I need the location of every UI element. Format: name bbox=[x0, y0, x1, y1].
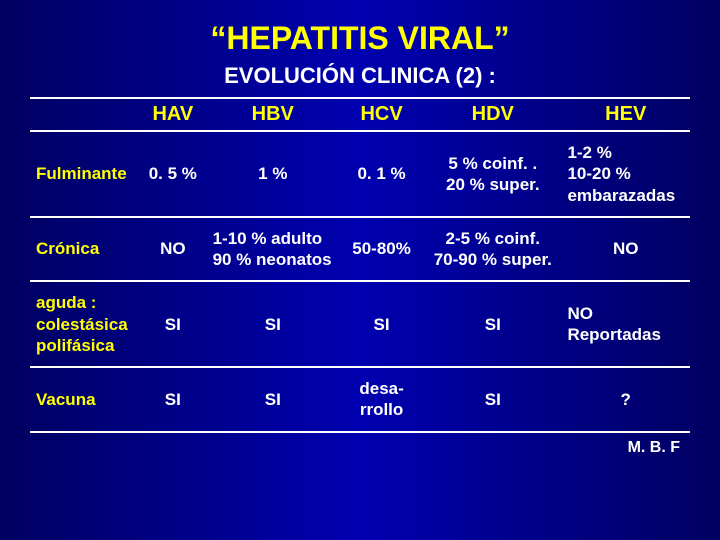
cell: 2-5 % coinf. 70-90 % super. bbox=[424, 217, 561, 282]
cell: SI bbox=[339, 281, 424, 367]
table-row: Fulminante 0. 5 % 1 % 0. 1 % 5 % coinf. … bbox=[30, 131, 690, 217]
cell: SI bbox=[139, 281, 207, 367]
cell: 50-80% bbox=[339, 217, 424, 282]
cell: SI bbox=[207, 281, 339, 367]
col-header-hbv: HBV bbox=[207, 98, 339, 131]
slide-subtitle: EVOLUCIÓN CLINICA (2) : bbox=[30, 63, 690, 89]
table-head: HAV HBV HCV HDV HEV bbox=[30, 98, 690, 131]
footer-credit: M. B. F bbox=[30, 439, 690, 457]
header-row: HAV HBV HCV HDV HEV bbox=[30, 98, 690, 131]
col-header-hdv: HDV bbox=[424, 98, 561, 131]
cell: 1-10 % adulto 90 % neonatos bbox=[207, 217, 339, 282]
col-header-hev: HEV bbox=[561, 98, 690, 131]
table-row: aguda : colestásica polifásica SI SI SI … bbox=[30, 281, 690, 367]
slide-container: “HEPATITIS VIRAL” EVOLUCIÓN CLINICA (2) … bbox=[0, 0, 720, 467]
cell: 1-2 % 10-20 % embarazadas bbox=[561, 131, 690, 217]
cell: SI bbox=[424, 367, 561, 432]
cell: NO Reportadas bbox=[561, 281, 690, 367]
col-header-empty bbox=[30, 98, 139, 131]
row-label: Crónica bbox=[30, 217, 139, 282]
row-label: aguda : colestásica polifásica bbox=[30, 281, 139, 367]
slide-title: “HEPATITIS VIRAL” bbox=[30, 20, 690, 57]
cell: NO bbox=[561, 217, 690, 282]
col-header-hcv: HCV bbox=[339, 98, 424, 131]
cell: 0. 5 % bbox=[139, 131, 207, 217]
cell: NO bbox=[139, 217, 207, 282]
table-row: Crónica NO 1-10 % adulto 90 % neonatos 5… bbox=[30, 217, 690, 282]
row-label: Vacuna bbox=[30, 367, 139, 432]
col-header-hav: HAV bbox=[139, 98, 207, 131]
cell: SI bbox=[207, 367, 339, 432]
clinical-table: HAV HBV HCV HDV HEV Fulminante 0. 5 % 1 … bbox=[30, 97, 690, 433]
cell: 5 % coinf. . 20 % super. bbox=[424, 131, 561, 217]
table-body: Fulminante 0. 5 % 1 % 0. 1 % 5 % coinf. … bbox=[30, 131, 690, 432]
cell: SI bbox=[424, 281, 561, 367]
cell: 0. 1 % bbox=[339, 131, 424, 217]
cell: desa- rrollo bbox=[339, 367, 424, 432]
cell: 1 % bbox=[207, 131, 339, 217]
cell: SI bbox=[139, 367, 207, 432]
row-label: Fulminante bbox=[30, 131, 139, 217]
table-row: Vacuna SI SI desa- rrollo SI ? bbox=[30, 367, 690, 432]
cell: ? bbox=[561, 367, 690, 432]
